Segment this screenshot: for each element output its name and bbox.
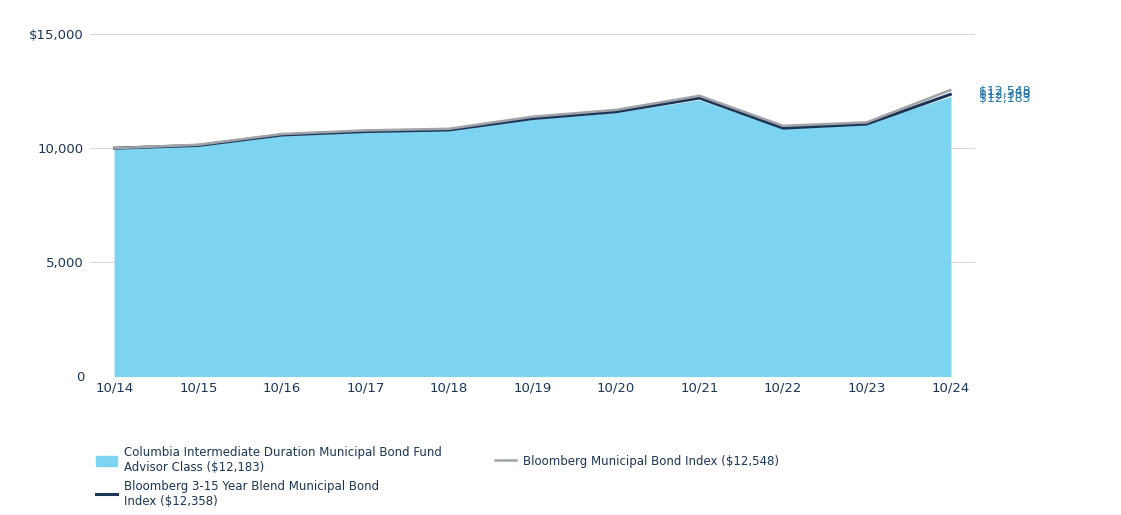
Text: $12,548: $12,548	[980, 84, 1031, 98]
Legend: Columbia Intermediate Duration Municipal Bond Fund
Advisor Class ($12,183), Bloo: Columbia Intermediate Duration Municipal…	[95, 446, 779, 508]
Text: $12,358: $12,358	[980, 89, 1031, 101]
Text: $12,183: $12,183	[980, 92, 1031, 105]
